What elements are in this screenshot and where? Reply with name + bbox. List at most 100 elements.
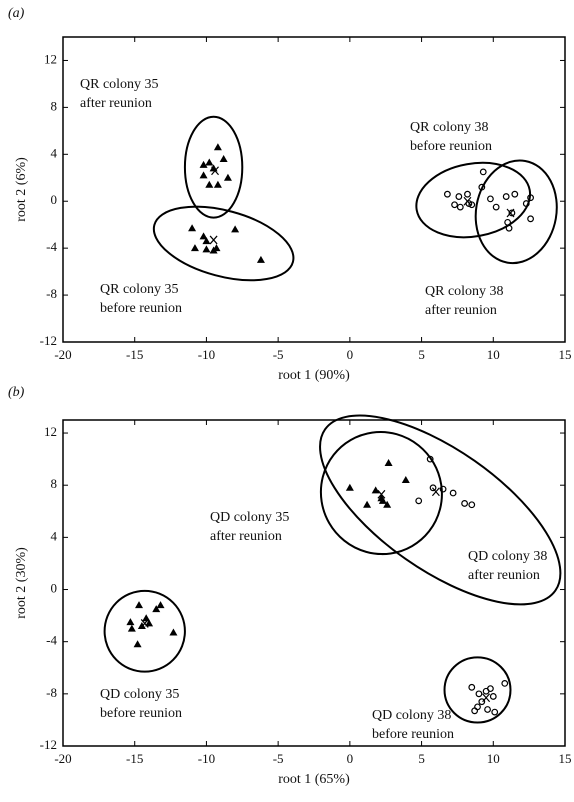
annotation: QD colony 35 bbox=[100, 687, 179, 702]
y-tick-label: -12 bbox=[40, 333, 57, 348]
centroid-x bbox=[209, 235, 218, 245]
triangle-point bbox=[212, 244, 221, 252]
circle-point bbox=[468, 683, 476, 691]
annotation: QD colony 38 bbox=[468, 549, 547, 564]
triangle-point bbox=[145, 619, 154, 627]
y-tick-label: 12 bbox=[44, 51, 57, 66]
x-tick-label: 15 bbox=[559, 751, 572, 766]
circle-point bbox=[491, 708, 499, 716]
triangle-point bbox=[383, 500, 392, 508]
triangle-point bbox=[401, 475, 410, 483]
circle-point bbox=[501, 680, 509, 687]
circle-point bbox=[511, 190, 519, 198]
group-ellipse bbox=[443, 656, 512, 724]
y-axis-label: root 2 (30%) bbox=[14, 547, 29, 619]
circle-point bbox=[484, 706, 491, 713]
triangle-point bbox=[199, 171, 208, 179]
plot-frame bbox=[62, 419, 566, 747]
annotation: before reunion bbox=[100, 301, 182, 316]
circle-point bbox=[429, 484, 437, 492]
circle-point bbox=[502, 193, 510, 200]
triangle-point bbox=[213, 180, 222, 188]
circle-point bbox=[508, 209, 516, 217]
x-tick-label: 10 bbox=[487, 347, 500, 362]
circle-point bbox=[478, 183, 486, 191]
circle-point bbox=[487, 685, 494, 693]
y-tick-label: 8 bbox=[51, 98, 58, 113]
centroid-x bbox=[431, 487, 440, 497]
x-tick-label: -15 bbox=[126, 347, 143, 362]
x-tick-label: 0 bbox=[347, 347, 354, 362]
circle-point bbox=[527, 215, 534, 223]
circle-point bbox=[426, 455, 434, 463]
x-tick-label: -15 bbox=[126, 751, 143, 766]
triangle-point bbox=[223, 173, 232, 181]
triangle-point bbox=[202, 237, 211, 245]
y-tick-label: 4 bbox=[51, 528, 58, 543]
centroid-x bbox=[463, 196, 472, 206]
x-axis-label: root 1 (90%) bbox=[278, 368, 350, 383]
x-tick-label: 5 bbox=[418, 347, 425, 362]
circle-point bbox=[461, 500, 469, 507]
triangle-point bbox=[256, 255, 265, 263]
y-tick-label: -4 bbox=[46, 239, 57, 254]
triangle-point bbox=[219, 155, 228, 162]
circle-point bbox=[451, 201, 458, 209]
group-ellipse bbox=[474, 159, 558, 265]
y-axis-label: root 2 (6%) bbox=[14, 157, 29, 222]
centroid-x bbox=[211, 166, 219, 176]
triangle-point bbox=[137, 622, 146, 630]
panel-title: (b) bbox=[8, 385, 25, 400]
triangle-point bbox=[133, 640, 142, 648]
circle-point bbox=[487, 195, 494, 203]
triangle-point bbox=[156, 601, 165, 609]
annotation: QR colony 35 bbox=[80, 77, 159, 92]
annotation: before reunion bbox=[100, 706, 182, 721]
circle-point bbox=[475, 690, 483, 698]
annotation: before reunion bbox=[410, 139, 492, 154]
panel-title: (a) bbox=[8, 6, 25, 21]
annotation: before reunion bbox=[372, 727, 454, 742]
centroid-x bbox=[506, 208, 515, 218]
y-tick-label: 4 bbox=[51, 145, 58, 160]
circle-point bbox=[439, 485, 447, 493]
plot-frame bbox=[62, 36, 566, 343]
y-tick-label: 8 bbox=[51, 476, 58, 491]
circle-point bbox=[479, 168, 487, 176]
y-tick-label: -4 bbox=[46, 633, 57, 648]
x-tick-label: 10 bbox=[487, 751, 500, 766]
circle-point bbox=[471, 707, 479, 715]
triangle-point bbox=[377, 494, 386, 502]
triangle-point bbox=[205, 158, 214, 166]
triangle-point bbox=[384, 459, 393, 467]
centroid-x bbox=[482, 693, 491, 703]
x-tick-label: 5 bbox=[418, 751, 425, 766]
group-ellipse bbox=[415, 161, 532, 239]
centroid-x bbox=[377, 489, 386, 499]
group-ellipse bbox=[152, 205, 295, 282]
triangle-point bbox=[213, 143, 222, 151]
x-tick-label: -20 bbox=[54, 347, 71, 362]
circle-point bbox=[415, 497, 423, 505]
y-tick-label: -8 bbox=[46, 286, 57, 301]
circle-point bbox=[527, 194, 534, 202]
group-ellipse bbox=[183, 115, 244, 219]
x-tick-label: -5 bbox=[273, 751, 284, 766]
x-axis-label: root 1 (65%) bbox=[278, 772, 350, 787]
circle-point bbox=[449, 489, 457, 497]
triangle-point bbox=[199, 160, 208, 168]
triangle-point bbox=[127, 624, 136, 632]
annotation: QR colony 38 bbox=[425, 284, 504, 299]
annotation: after reunion bbox=[210, 529, 282, 544]
circle-point bbox=[492, 203, 500, 211]
triangle-point bbox=[152, 605, 161, 613]
triangle-point bbox=[205, 180, 214, 188]
y-tick-label: 0 bbox=[51, 581, 58, 596]
triangle-point bbox=[231, 225, 240, 233]
triangle-point bbox=[199, 232, 208, 240]
circle-point bbox=[443, 190, 451, 198]
circle-point bbox=[468, 501, 476, 509]
annotation: QR colony 35 bbox=[100, 282, 179, 297]
circle-point bbox=[474, 703, 481, 711]
triangle-point bbox=[126, 618, 135, 626]
